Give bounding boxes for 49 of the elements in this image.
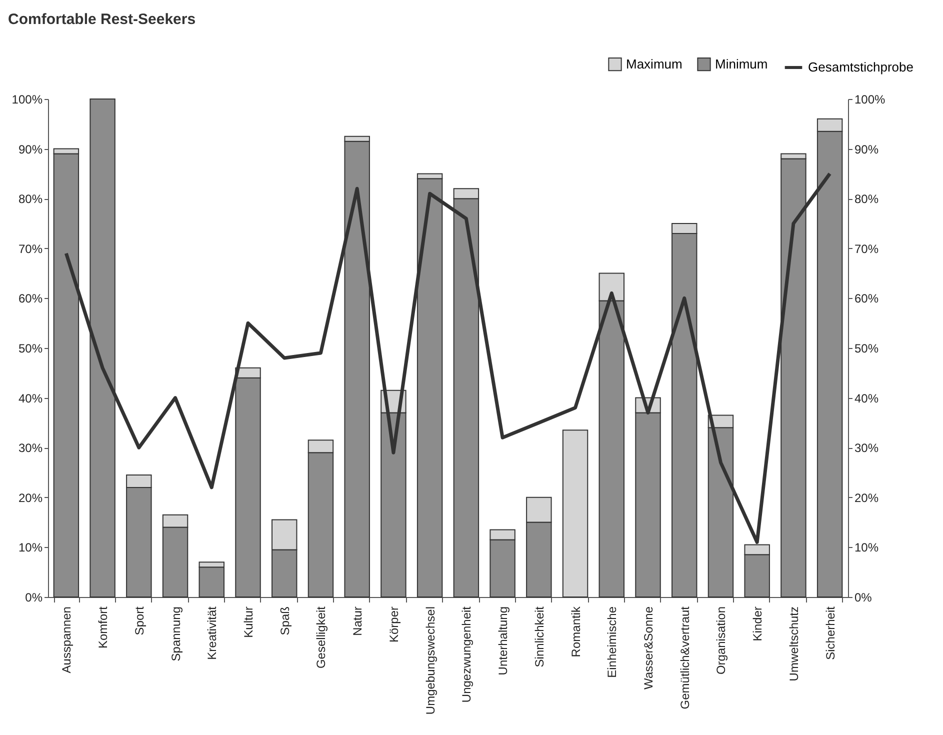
y2-tick-label: 100% — [854, 92, 886, 106]
x-tick-label: Geselligkeit — [314, 606, 328, 669]
x-tick-label: Umgebungswechsel — [423, 606, 438, 715]
y2-tick-label: 40% — [854, 391, 879, 406]
x-tick-label: Natur — [350, 606, 365, 636]
legend-label: Maximum — [626, 56, 682, 72]
y2-tick-label: 70% — [854, 242, 879, 256]
x-tick-label: Unterhaltung — [496, 606, 510, 676]
x-tick-label: Spaß — [278, 606, 292, 636]
x-tick-label: Körper — [386, 606, 401, 643]
x-tick-label: Kinder — [750, 606, 765, 642]
x-tick-label: Gemütlich&vertraut — [678, 606, 692, 710]
y-tick-label: 90% — [18, 142, 43, 156]
y2-tick-label: 90% — [854, 142, 879, 156]
x-tick-label: Ungezwungenheit — [460, 606, 474, 703]
x-tick-label: Einheimische — [605, 606, 620, 678]
x-tick-label: Sinnlichkeit — [532, 606, 546, 668]
x-tick-label: Organisation — [714, 606, 728, 675]
x-tick-label: Ausspannen — [60, 606, 74, 674]
x-tick-label: Sport — [132, 606, 146, 636]
y-tick-label: 60% — [18, 292, 43, 306]
x-tick-label: Umweltschutz — [786, 606, 801, 682]
y-tick-label: 20% — [18, 490, 43, 505]
y2-tick-label: 80% — [854, 192, 879, 206]
y2-tick-label: 50% — [854, 342, 879, 356]
x-tick-label: Sicherheit — [823, 606, 838, 660]
x-tick-label: Romantik — [568, 606, 583, 658]
y2-tick-label: 0% — [854, 590, 872, 604]
y-tick-label: 50% — [18, 342, 43, 356]
y2-tick-label: 30% — [854, 441, 879, 456]
x-tick-label: Spannung — [168, 606, 183, 662]
x-tick-label: Kultur — [242, 606, 256, 638]
legend-label: Gesamtstichprobe — [808, 60, 914, 74]
y-tick-label: 10% — [18, 540, 43, 555]
y2-tick-label: 20% — [854, 490, 879, 505]
y2-tick-label: 10% — [854, 540, 879, 555]
bar — [562, 430, 588, 598]
y-tick-label: 100% — [12, 92, 43, 106]
x-tick-label: Komfort — [96, 606, 110, 649]
y-tick-label: 30% — [18, 441, 43, 456]
y-tick-label: 80% — [18, 192, 43, 206]
chart-title: Comfortable Rest-Seekers — [8, 11, 196, 28]
y-tick-label: 40% — [18, 391, 43, 406]
y-tick-label: 70% — [18, 242, 43, 256]
legend-label: Minimum — [715, 56, 768, 72]
x-tick-label: Wasser&Sonne — [642, 606, 656, 690]
x-tick-label: Kreativität — [205, 606, 220, 660]
y-tick-label: 0% — [25, 590, 43, 604]
y2-tick-label: 60% — [854, 292, 879, 306]
